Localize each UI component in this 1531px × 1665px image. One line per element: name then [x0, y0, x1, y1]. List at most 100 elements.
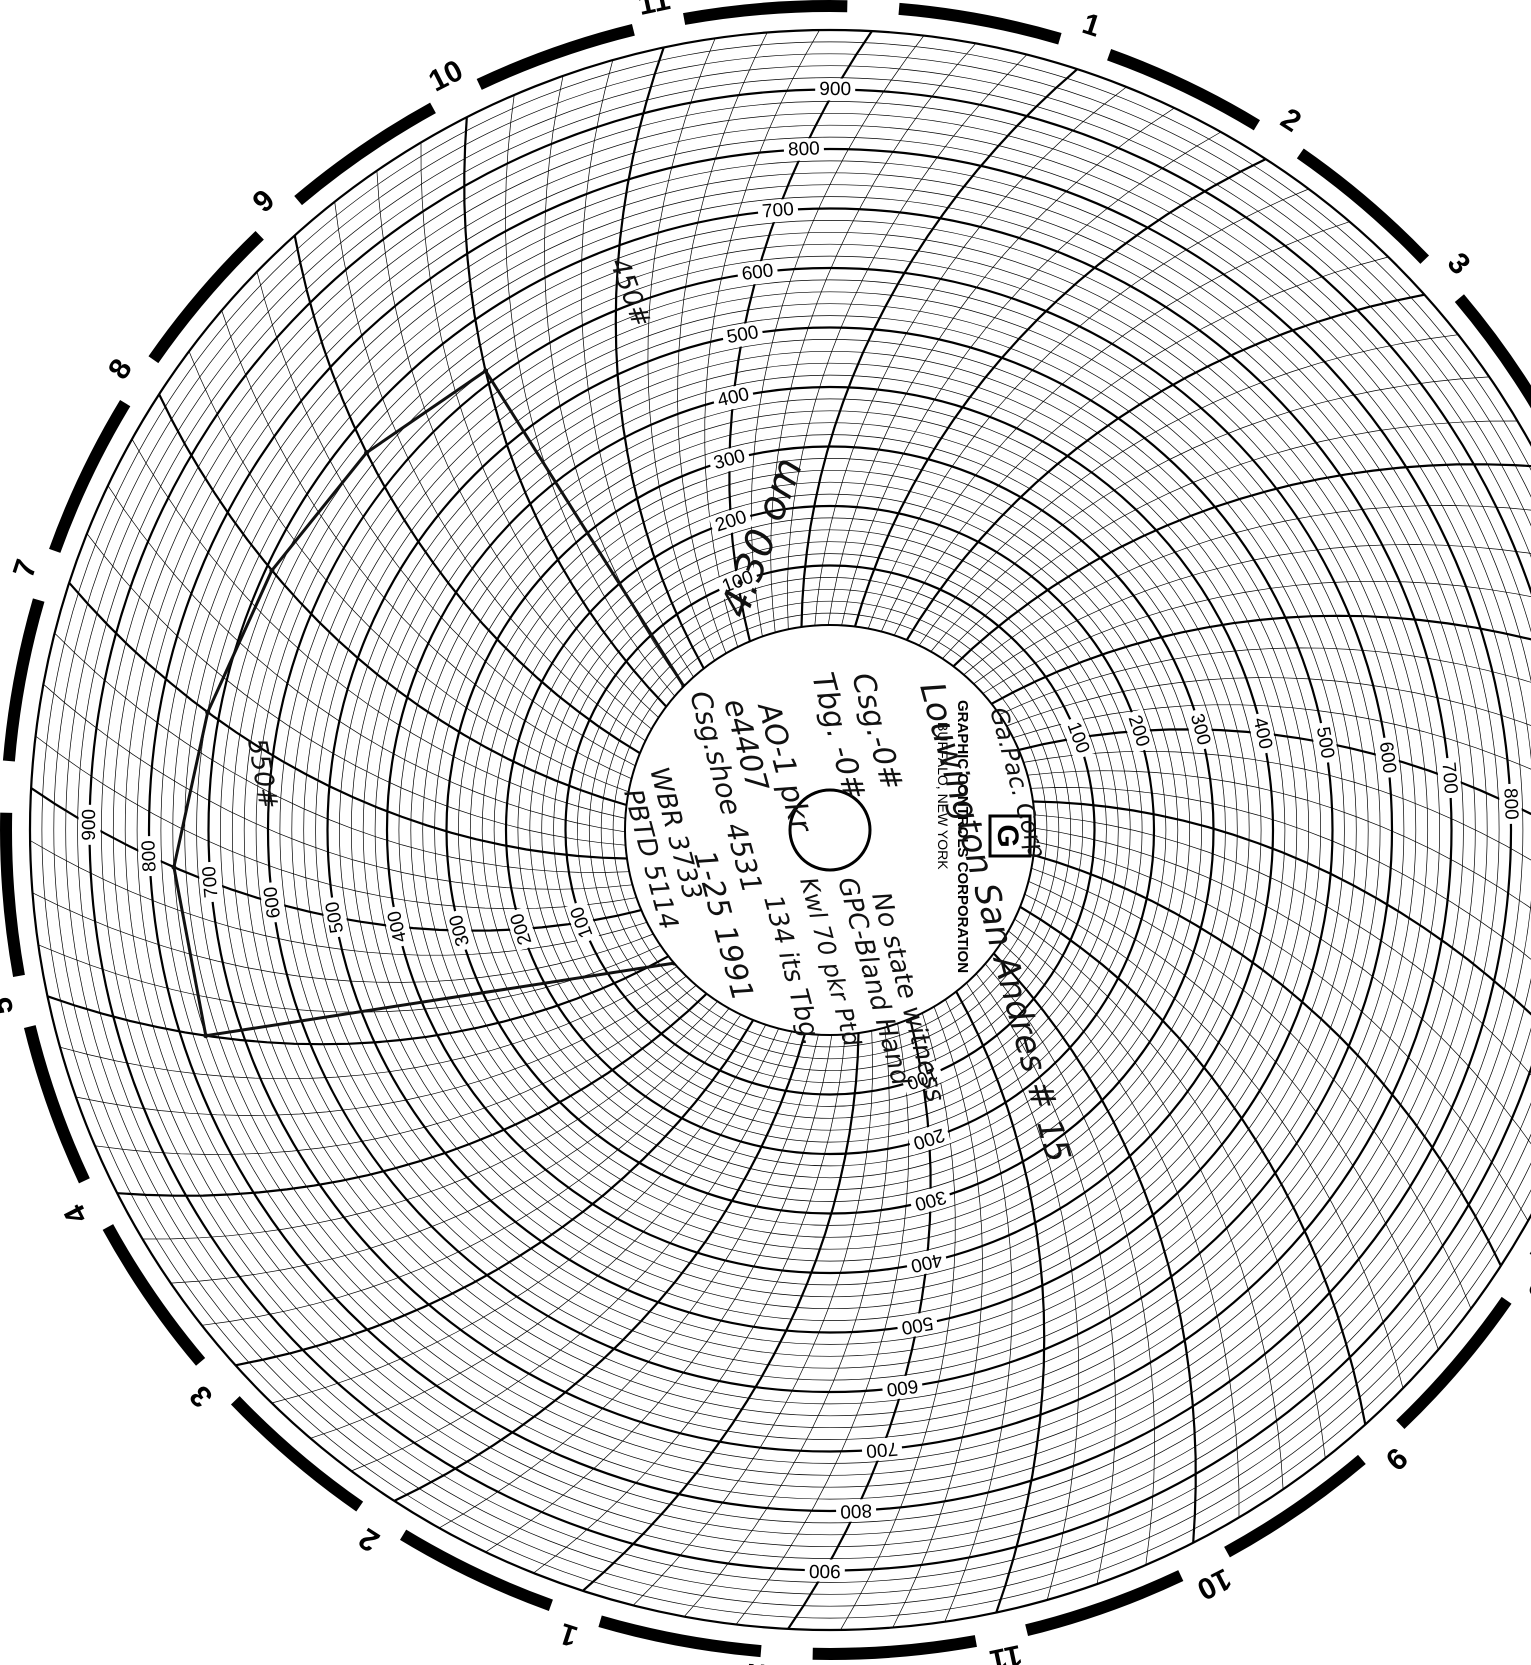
time-band-segment	[1025, 1570, 1184, 1637]
scale-label: 700	[761, 199, 794, 223]
hour-arc	[235, 1019, 755, 1367]
quarter-hour-arc	[59, 966, 678, 1080]
hour-arc	[614, 47, 705, 670]
time-band-segment	[812, 1635, 977, 1660]
time-band-segment	[294, 102, 436, 206]
major-ring	[445, 445, 1215, 1215]
quarter-hour-arc	[647, 38, 716, 661]
scale-label: 300	[1186, 711, 1215, 747]
quarter-hour-arc	[201, 1014, 742, 1326]
scale-label-bg	[835, 1498, 877, 1523]
quarter-hour-arc	[973, 544, 1531, 685]
scale-label: 600	[885, 1375, 919, 1400]
minor-ring	[517, 517, 1143, 1143]
quarter-hour-arc	[918, 334, 1459, 646]
time-band-segment	[1107, 49, 1261, 131]
trace-point	[171, 864, 177, 870]
trace-point	[205, 709, 211, 715]
hour-label: 4	[58, 1199, 95, 1229]
minor-ring	[136, 136, 1524, 1524]
minor-ring	[160, 160, 1500, 1500]
minor-ring	[350, 350, 1310, 1310]
hour-label: NOON	[746, 1658, 825, 1665]
scale-label-bg	[444, 908, 476, 953]
major-ring	[266, 266, 1394, 1394]
minor-ring	[279, 279, 1381, 1381]
hour-arc	[1033, 853, 1502, 1267]
hour-arc	[800, 68, 1078, 628]
hour-label: 10	[1192, 1562, 1237, 1607]
scale-label: 800	[788, 138, 820, 160]
minor-ring	[422, 422, 1238, 1238]
time-band-segment	[1296, 148, 1430, 264]
hour-arc	[68, 582, 628, 860]
scale-label-bg	[564, 899, 600, 945]
quarter-hour-arc	[999, 647, 1531, 715]
minor-ring	[172, 172, 1488, 1488]
quarter-hour-arc	[94, 985, 697, 1155]
scale-label: 800	[1499, 788, 1521, 820]
quarter-hour-arc	[35, 735, 637, 910]
end-pressure-mark: 550#	[241, 736, 283, 812]
scale-label-bg	[1498, 783, 1523, 825]
start-pressure-mark: 450#	[603, 254, 656, 331]
hour-label: 5	[0, 994, 20, 1017]
major-ring	[564, 564, 1096, 1096]
quarter-hour-arc	[86, 533, 626, 846]
quarter-hour-arc	[1034, 841, 1529, 1222]
hour-arc	[393, 1033, 807, 1502]
quarter-hour-arc	[420, 142, 659, 718]
quarter-hour-arc	[814, 86, 1127, 626]
minor-ring	[303, 303, 1357, 1357]
minor-ring	[541, 541, 1119, 1119]
minor-ring	[231, 231, 1429, 1429]
hour-label: 11	[635, 0, 673, 22]
minor-ring	[469, 469, 1191, 1191]
hour-label: 1	[556, 1616, 582, 1653]
trace-point	[483, 368, 489, 374]
minor-ring	[458, 458, 1202, 1202]
quarter-hour-arc	[1014, 918, 1326, 1459]
hour-label: 1	[1078, 7, 1104, 44]
scale-label-bg	[908, 1184, 953, 1216]
scale-label-bg	[711, 382, 756, 413]
minor-ring	[65, 65, 1531, 1595]
scale-label-bg	[320, 895, 350, 939]
hour-label: 2	[1275, 102, 1307, 139]
minor-ring	[398, 398, 1262, 1262]
scale-label: 600	[260, 885, 285, 919]
quarter-hour-arc	[892, 1006, 983, 1628]
quarter-hour-arc	[840, 1012, 956, 1631]
quarter-hour-arc	[930, 376, 1490, 652]
scale-label-bg	[757, 198, 799, 224]
hour-arc	[952, 463, 1531, 668]
scale-label-bg	[708, 504, 754, 539]
scale-label-bg	[861, 1436, 903, 1462]
quarter-hour-arc	[256, 271, 636, 767]
quarter-hour-arc	[376, 170, 652, 730]
hour-label: 3	[1441, 247, 1477, 281]
time-band-segment	[23, 1025, 90, 1184]
pressure-trace	[171, 368, 687, 1039]
quarter-hour-arc	[170, 1008, 730, 1284]
time-band-segment	[1224, 1454, 1366, 1558]
quarter-hour-arc	[271, 1024, 767, 1404]
scale-label: 700	[865, 1438, 898, 1462]
scale-label: 500	[900, 1312, 935, 1338]
scale-label: 200	[507, 911, 537, 948]
quarter-hour-arc	[1034, 827, 1531, 1145]
minor-ring	[600, 600, 1060, 1060]
scale-label: 300	[711, 446, 747, 475]
quarter-hour-arc	[1031, 867, 1472, 1309]
scale-label: 900	[819, 79, 851, 100]
hour-label: 9	[1379, 1441, 1413, 1477]
quarter-hour-arc	[1034, 814, 1531, 1076]
time-band-segment	[2, 598, 45, 762]
hour-arc	[117, 992, 708, 1197]
scale-label-bg	[1247, 711, 1278, 756]
time-band-segment	[683, 0, 848, 25]
major-ring	[29, 29, 1531, 1631]
scale-label: 600	[1375, 741, 1400, 775]
scale-label-bg	[804, 1559, 845, 1582]
